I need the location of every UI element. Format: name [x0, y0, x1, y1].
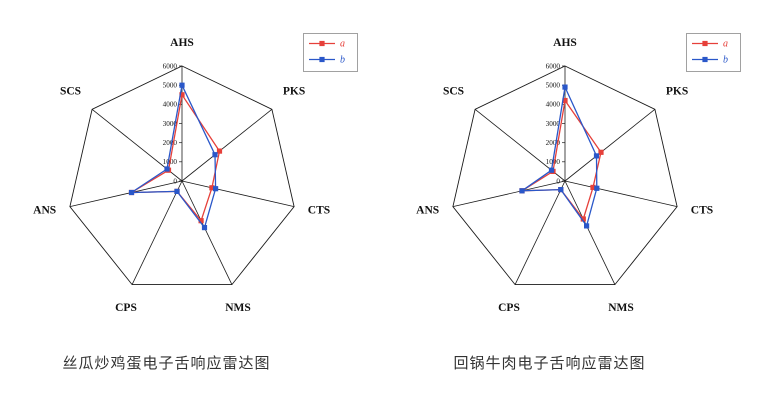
series-b-marker: [584, 223, 590, 229]
legend-label-b: b: [340, 55, 345, 66]
series-b-marker: [174, 188, 180, 194]
legend-marker-b: [702, 56, 708, 63]
series-a-marker: [216, 148, 223, 154]
axis-label-SCS: SCS: [443, 86, 464, 98]
axis-label-AHS: AHS: [170, 37, 194, 49]
radar-spoke: [514, 180, 566, 285]
legend-marker-a: [702, 40, 708, 47]
series-b-marker: [201, 225, 208, 231]
series-b-marker: [562, 84, 568, 90]
radar-spoke: [564, 180, 616, 285]
radar-spoke: [181, 108, 273, 182]
series-a-line: [519, 98, 602, 221]
series-b-marker: [128, 189, 135, 196]
axis-label-NMS: NMS: [225, 302, 251, 314]
axis-labels: AHS PKS CTS NMS CPS ANS SCS: [416, 37, 713, 314]
tick-label: 3000: [163, 120, 178, 128]
legend: ab: [686, 33, 741, 72]
radar-plot-left: 0100020003000400050006000AHSPKSCTSNMSCPS…: [33, 33, 358, 314]
axis-labels: AHS PKS CTS NMS CPS ANS SCS: [33, 37, 330, 314]
series-b-marker: [548, 167, 555, 173]
series-b-marker: [212, 152, 218, 158]
radar-chart-left: 0 1000 2000 3000 4000 5000 6000 AHS PKS CTS NMS CPS…: [4, 6, 379, 402]
chart-caption-right: 回锅牛肉电子舌响应雷达图: [453, 355, 646, 372]
radar-spoke: [564, 108, 656, 182]
chart-caption-left: 丝瓜炒鸡蛋电子舌响应雷达图: [62, 355, 271, 372]
tick-label: 4000: [546, 101, 561, 109]
tick-label: 5000: [163, 82, 178, 90]
radar-chart-right: 0 1000 2000 3000 4000 5000 6000 AHS PKS CTS NMS CPS…: [387, 6, 762, 402]
series-b-marker: [594, 185, 600, 191]
tick-label: 0: [173, 177, 177, 185]
radar-spoke: [181, 180, 295, 207]
radar-spoke: [131, 180, 183, 285]
radar-spoke: [69, 180, 183, 207]
series-b-marker: [593, 153, 600, 159]
series-b-marker: [164, 166, 170, 172]
radar-plot-right: 0100020003000400050006000AHSPKSCTSNMSCPS…: [416, 33, 741, 314]
tick-label: 2000: [163, 139, 178, 147]
series-a-marker: [598, 149, 604, 155]
radar-outline: [69, 65, 295, 286]
legend-label-b: b: [723, 55, 728, 66]
series-b-line: [519, 84, 598, 228]
series-a-marker: [590, 184, 596, 190]
legend-marker-a: [319, 40, 325, 47]
axis-label-AHS: AHS: [553, 37, 577, 49]
axis-label-PKS: PKS: [666, 86, 688, 98]
tick-label: 4000: [163, 101, 178, 109]
series-b: [128, 82, 219, 231]
axis-label-CTS: CTS: [308, 205, 330, 217]
axis-label-CPS: CPS: [498, 302, 520, 314]
axis-label-PKS: PKS: [283, 86, 305, 98]
axis-label-CPS: CPS: [115, 302, 137, 314]
tick-label: 3000: [546, 120, 561, 128]
series-a-marker: [198, 218, 204, 224]
series-a-marker: [179, 92, 185, 98]
tick-label: 6000: [546, 62, 561, 70]
radar-spoke: [452, 180, 566, 207]
series-a-line: [129, 93, 221, 223]
series-b-marker: [213, 186, 219, 192]
radar-spoke: [564, 180, 678, 207]
series-a-marker: [562, 97, 568, 104]
series-b-line: [129, 83, 217, 230]
axis-label-ANS: ANS: [416, 205, 439, 217]
legend-box: [303, 33, 358, 72]
axis-label-ANS: ANS: [33, 205, 56, 217]
series-b-marker: [558, 187, 564, 193]
axis-label-CTS: CTS: [691, 205, 713, 217]
tick-label: 5000: [546, 82, 561, 90]
series-b-marker: [179, 82, 185, 88]
tick-label: 6000: [163, 62, 178, 70]
series-a: [519, 97, 604, 222]
series-b: [519, 84, 600, 229]
series-b-marker: [519, 188, 525, 194]
legend-box: [686, 33, 741, 72]
legend-label-a: a: [340, 39, 345, 50]
legend-label-a: a: [723, 39, 728, 50]
radar-grid: [69, 65, 295, 286]
tick-label: 0: [556, 177, 560, 185]
series-a-marker: [209, 185, 215, 191]
radar-outline: [452, 65, 678, 286]
axis-label-SCS: SCS: [60, 86, 81, 98]
axis-label-NMS: NMS: [608, 302, 634, 314]
legend: ab: [303, 33, 358, 72]
radar-spoke: [181, 180, 233, 285]
legend-marker-b: [319, 56, 325, 63]
series-a-marker: [580, 216, 586, 222]
tick-label: 2000: [546, 139, 561, 147]
